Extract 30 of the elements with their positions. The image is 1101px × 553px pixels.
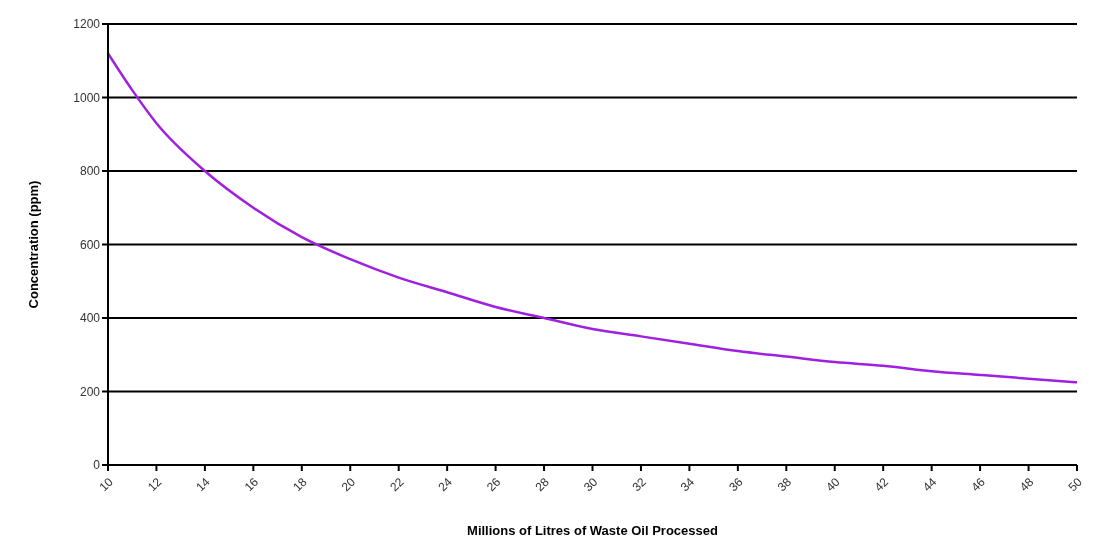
x-tick-label: 26 xyxy=(484,474,504,495)
x-tick-label: 28 xyxy=(532,474,553,495)
y-axis-title: Concentration (ppm) xyxy=(25,180,41,309)
x-tick-label: 42 xyxy=(871,474,892,495)
x-tick-label: 12 xyxy=(144,474,165,495)
x-tick-label: 18 xyxy=(290,474,310,495)
y-tick-label: 800 xyxy=(79,164,101,179)
y-tick-label: 600 xyxy=(79,237,101,252)
y-tick-label: 400 xyxy=(79,311,101,326)
x-tick-label: 40 xyxy=(823,474,843,495)
x-tick-label: 16 xyxy=(241,474,262,495)
x-tick-label: 38 xyxy=(774,474,795,495)
x-tick-label: 50 xyxy=(1065,474,1085,495)
x-axis-title: Millions of Litres of Waste Oil Processed xyxy=(467,523,719,538)
y-tick-label: 0 xyxy=(93,458,101,473)
x-tick-label: 32 xyxy=(629,474,649,495)
y-tick-label: 1000 xyxy=(73,90,101,105)
y-tick-label: 1200 xyxy=(73,17,101,32)
x-tick-label: 14 xyxy=(193,474,213,495)
y-tick-label: 200 xyxy=(79,384,101,399)
x-tick-label: 48 xyxy=(1016,474,1037,495)
x-tick-label: 22 xyxy=(387,474,407,495)
x-tick-label: 44 xyxy=(920,474,940,495)
x-tick-label: 10 xyxy=(96,474,116,495)
x-tick-label: 30 xyxy=(580,474,601,495)
x-tick-label: 34 xyxy=(677,474,698,495)
x-tick-label: 20 xyxy=(338,474,359,495)
x-tick-label: 36 xyxy=(726,474,746,495)
x-tick-label: 46 xyxy=(968,474,989,495)
x-tick-label: 24 xyxy=(435,474,456,495)
